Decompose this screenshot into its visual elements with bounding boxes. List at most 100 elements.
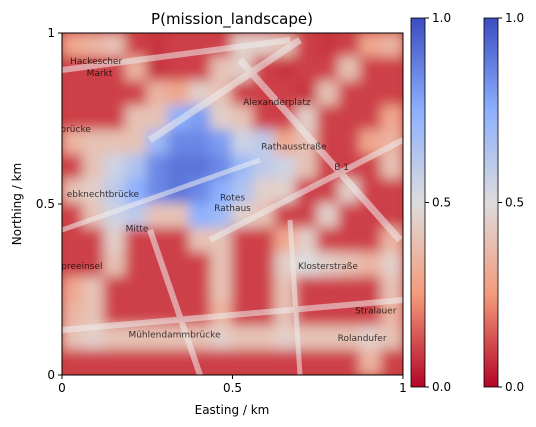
heatmap-cell [146, 325, 170, 352]
heatmap-cell [231, 276, 255, 303]
heatmap-cell [103, 80, 127, 108]
heatmap-cell [359, 227, 383, 254]
heatmap-cell [188, 300, 213, 328]
heatmap-cell [295, 227, 319, 254]
heatmap-cell [124, 80, 149, 108]
colorbar-tick-label: 0.5 [432, 196, 451, 210]
colorbar-2: 0.0 0.5 1.0 [483, 11, 524, 394]
heatmap-cell [380, 251, 403, 279]
heatmap-cell [82, 349, 106, 375]
heatmap-cell [316, 227, 341, 254]
heatmap-cell [359, 251, 383, 279]
heatmap-cell [62, 154, 85, 181]
heatmap-cell [295, 276, 319, 303]
map-label: Rolandufer [338, 334, 387, 344]
heatmap-cell [359, 325, 383, 352]
heatmap-cell [231, 325, 255, 352]
heatmap-cell [295, 80, 319, 108]
heatmap-cell [359, 80, 383, 108]
heatmap-cell [359, 276, 383, 303]
plot-area: Hackescher Markt Alexanderplatz brücke Ratha… [60, 33, 403, 375]
heatmap-cell [167, 203, 191, 230]
x-axis-ticks: 0 0.5 1 [58, 375, 407, 395]
chart-title: P(mission_landscape) [151, 10, 313, 29]
heatmap-cell [124, 154, 149, 181]
heatmap-cell [252, 349, 277, 375]
colorbar-tick-label: 0.0 [505, 380, 524, 394]
heatmap-cell [210, 203, 234, 230]
heatmap-cell [274, 325, 298, 352]
heatmap-cell [82, 33, 106, 59]
map-label: brücke [60, 125, 91, 135]
heatmap-cell [274, 105, 298, 132]
y-axis-label: Northing / km [10, 163, 24, 245]
heatmap-cell [359, 129, 383, 157]
x-axis-label: Easting / km [195, 403, 270, 417]
heatmap-cell [295, 33, 319, 59]
heatmap-cell [62, 227, 85, 254]
heatmap-cell [124, 227, 149, 254]
heatmap-cell [359, 56, 383, 83]
y-tick-label: 0 [47, 368, 55, 382]
heatmap-cell [146, 349, 170, 375]
heatmap-cell [338, 349, 362, 375]
heatmap-cell [252, 105, 277, 132]
x-tick-label: 0 [58, 381, 66, 395]
heatmap-cell [316, 105, 341, 132]
heatmap-cell [380, 56, 403, 83]
heatmap-cell [316, 178, 341, 205]
heatmap-cell [167, 80, 191, 108]
heatmap-cell [359, 105, 383, 132]
map-label: Rathausstraße [261, 142, 327, 152]
heatmap-cell [274, 129, 298, 157]
colorbar-tick-label: 0.0 [432, 380, 451, 394]
heatmap-cell [124, 129, 149, 157]
map-streets [62, 37, 403, 375]
heatmap-cell [231, 251, 255, 279]
heatmap-cell [274, 56, 298, 83]
heatmap-cell [380, 105, 403, 132]
heatmap-cell [146, 203, 170, 230]
heatmap-cell [167, 349, 191, 375]
heatmap-cell [252, 276, 277, 303]
street-line [287, 219, 303, 375]
heatmap-cell [338, 203, 362, 230]
heatmap-cell [338, 129, 362, 157]
colorbar-tick-label: 0.5 [505, 196, 524, 210]
heatmap-cell [124, 325, 149, 352]
x-tick-label: 1 [399, 381, 407, 395]
map-label: Rotes [220, 194, 245, 204]
heatmap-cell [82, 80, 106, 108]
street-line [147, 229, 203, 375]
heatmap-cell [82, 129, 106, 157]
map-label: ebknechtbrücke [67, 190, 140, 200]
heatmap-cell [146, 105, 170, 132]
heatmap-cell [231, 227, 255, 254]
heatmap-cell [146, 154, 170, 181]
heatmap-cell [124, 105, 149, 132]
heatmap-cell [252, 129, 277, 157]
heatmap-cell [82, 227, 106, 254]
map-label: Mühlendammbrücke [128, 330, 221, 340]
heatmap-cell [124, 178, 149, 205]
heatmap-cell [252, 251, 277, 279]
heatmap-cell [338, 276, 362, 303]
heatmap-cell [380, 80, 403, 108]
heatmap-cell [167, 129, 191, 157]
heatmap-cell [252, 154, 277, 181]
heatmap-cell [316, 325, 341, 352]
map-label: Rathaus [214, 204, 251, 214]
y-tick-label: 1 [47, 26, 55, 40]
heatmap-cell [124, 203, 149, 230]
street-line [208, 137, 403, 243]
heatmap-cell [338, 56, 362, 83]
heatmap-cell [103, 178, 127, 205]
heatmap-cell [62, 276, 85, 303]
heatmap-cell [316, 349, 341, 375]
heatmap-cell [146, 276, 170, 303]
heatmap-cell [252, 325, 277, 352]
map-label: Mitte [126, 224, 149, 234]
map-label: Alexanderplatz [243, 98, 311, 108]
heatmap-cell [338, 227, 362, 254]
heatmap-cell [210, 251, 234, 279]
